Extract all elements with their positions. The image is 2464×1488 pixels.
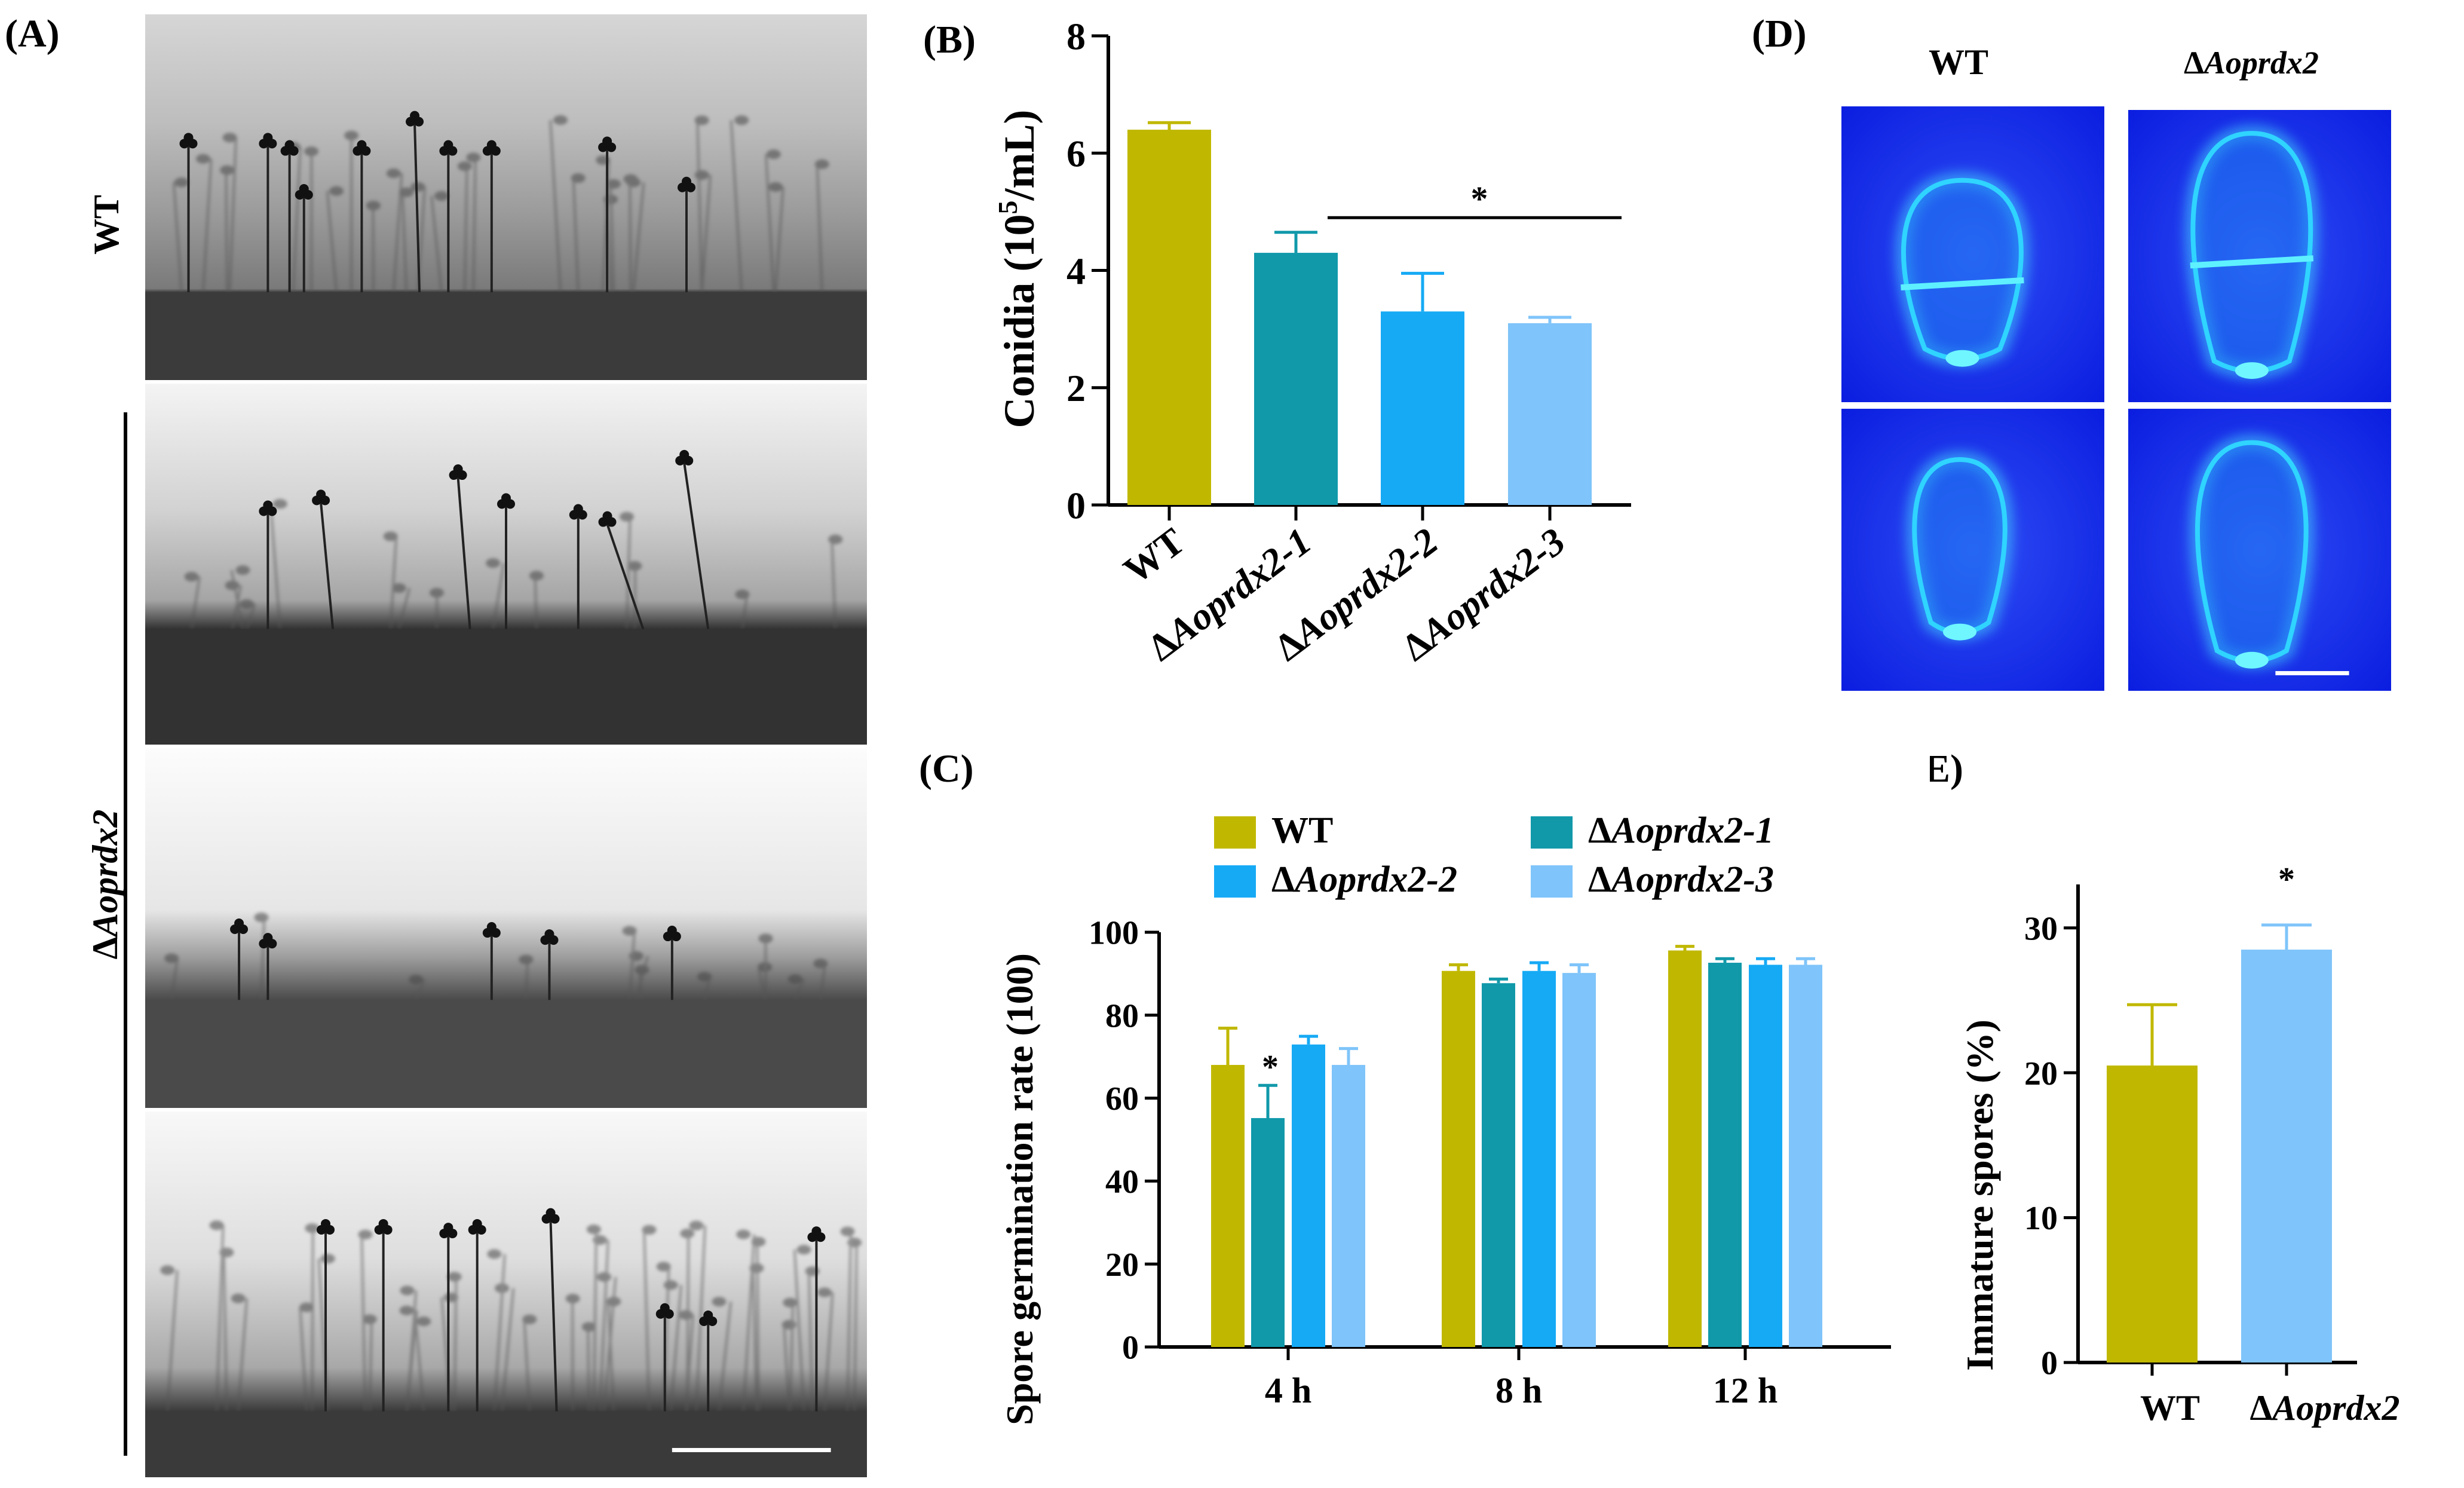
y-tick-label: 2 (1066, 367, 1086, 409)
agar-surface (145, 292, 867, 380)
y-tick-label: 10 (2024, 1200, 2058, 1237)
legend-label: WT (1271, 810, 1333, 851)
y-axis-label: Conidia (105/mL) (992, 109, 1043, 428)
bar (1668, 950, 1702, 1347)
legend-label: ΔAoprdx2-1 (1588, 810, 1774, 851)
bar (2241, 950, 2332, 1363)
agar-surface (145, 1411, 867, 1477)
bar (1127, 130, 1211, 505)
septum (1901, 277, 2024, 290)
bar (1482, 983, 1515, 1347)
legend-swatch (1531, 816, 1573, 849)
spore-outline (1912, 457, 2008, 635)
spore-outline (1901, 177, 2024, 362)
panel-b-label: (B) (923, 18, 976, 62)
y-tick-label: 40 (1105, 1164, 1139, 1201)
micrograph-mutant-3 (145, 1112, 867, 1477)
y-tick-label: 30 (2024, 910, 2058, 947)
scale-bar (2275, 670, 2349, 675)
faint-stalks (164, 913, 828, 1001)
significance-star: * (1471, 179, 1488, 218)
bar (1508, 323, 1592, 505)
spore-base (1943, 623, 1976, 641)
mutant-row-label: ΔAoprdx2 (85, 809, 125, 960)
y-tick-label: 0 (2041, 1345, 2058, 1382)
bar (1332, 1065, 1365, 1347)
y-tick-label: 4 (1066, 250, 1086, 292)
scale-bar (672, 1448, 831, 1453)
y-axis-label: Immature spores (%) (1959, 1019, 2001, 1371)
y-axis-label: Spore germination rate (100) (998, 953, 1041, 1425)
septum (2190, 255, 2314, 269)
panel-c-label: (C) (919, 747, 974, 791)
y-tick-label: 60 (1105, 1080, 1139, 1117)
x-tick-label: WT (1115, 519, 1192, 592)
y-tick-label: 20 (2024, 1055, 2058, 1092)
y-tick-label: 100 (1089, 915, 1139, 952)
legend-label: ΔAoprdx2-3 (1588, 859, 1774, 900)
y-tick-label: 0 (1122, 1330, 1139, 1367)
bar (1442, 970, 1475, 1347)
panel-a-label: (A) (5, 12, 60, 56)
fluor-image-mutant-2 (2128, 409, 2391, 691)
bar (1211, 1065, 1245, 1347)
legend-swatch (1214, 865, 1256, 898)
bar (1562, 973, 1596, 1347)
faint-stalks (184, 499, 843, 630)
significance-star: * (2278, 861, 2295, 898)
x-tick-label: WT (2140, 1388, 2200, 1428)
agar-surface (145, 1000, 867, 1108)
conidiophores (317, 1208, 826, 1412)
bar (1708, 963, 1742, 1347)
legend-swatch (1531, 865, 1573, 898)
panel-e-label: (E) (1930, 747, 1963, 791)
spore-outline (2190, 131, 2313, 374)
bar (2107, 1066, 2198, 1363)
bar (1381, 311, 1464, 505)
micrograph-wt (145, 14, 867, 380)
y-tick-label: 8 (1066, 15, 1086, 57)
chart-c-germination: (C) 0 20 40 60 80 100 Spore germination rate (1… (919, 747, 1891, 1425)
agar-surface (145, 629, 867, 745)
mutant-group-bracket (124, 412, 127, 1456)
fluor-image-wt-1 (1841, 106, 2104, 402)
conidiophores (179, 111, 695, 293)
bar (1789, 965, 1822, 1347)
x-tick-label: 8 h (1495, 1371, 1542, 1410)
d-col-mutant-label: ΔAoprdx2 (2184, 45, 2319, 81)
x-tick-label: 12 h (1713, 1371, 1777, 1410)
x-tick-label: 4 h (1265, 1371, 1311, 1410)
bar (1749, 965, 1782, 1347)
bar (1292, 1044, 1325, 1347)
faint-stalks (160, 1220, 862, 1412)
y-tick-label: 6 (1066, 133, 1086, 175)
d-col-wt-label: WT (1929, 42, 1989, 82)
legend-swatch (1214, 816, 1256, 849)
panel-d-label: (D) (1752, 12, 1807, 56)
wt-row-label: WT (87, 194, 126, 255)
conidiophores (259, 449, 710, 630)
conidiophores (230, 918, 681, 1000)
fluor-image-wt-2 (1841, 409, 2104, 691)
y-tick-label: 80 (1105, 997, 1139, 1034)
y-tick-label: 20 (1105, 1247, 1139, 1284)
spore-base (2235, 651, 2269, 669)
x-tick-label: ΔAoprdx2 (2250, 1388, 2400, 1428)
y-tick-label: 0 (1066, 484, 1086, 526)
chart-e-immature: (E) 0 10 20 30 Immature spores (%) WT ΔAoprdx2 * (1930, 747, 2400, 1428)
significance-star: * (1262, 1049, 1279, 1086)
legend-label: ΔAoprdx2-2 (1271, 859, 1457, 900)
bar (1522, 970, 1556, 1347)
micrograph-mutant-1 (145, 384, 867, 745)
micrograph-mutant-2 (145, 748, 867, 1108)
spore-base (1945, 350, 1979, 367)
bar (1251, 1117, 1285, 1347)
spore-outline (2195, 440, 2309, 663)
bar (1254, 253, 1338, 505)
fluor-image-mutant-1 (2128, 110, 2391, 402)
spore-base (2235, 362, 2269, 379)
